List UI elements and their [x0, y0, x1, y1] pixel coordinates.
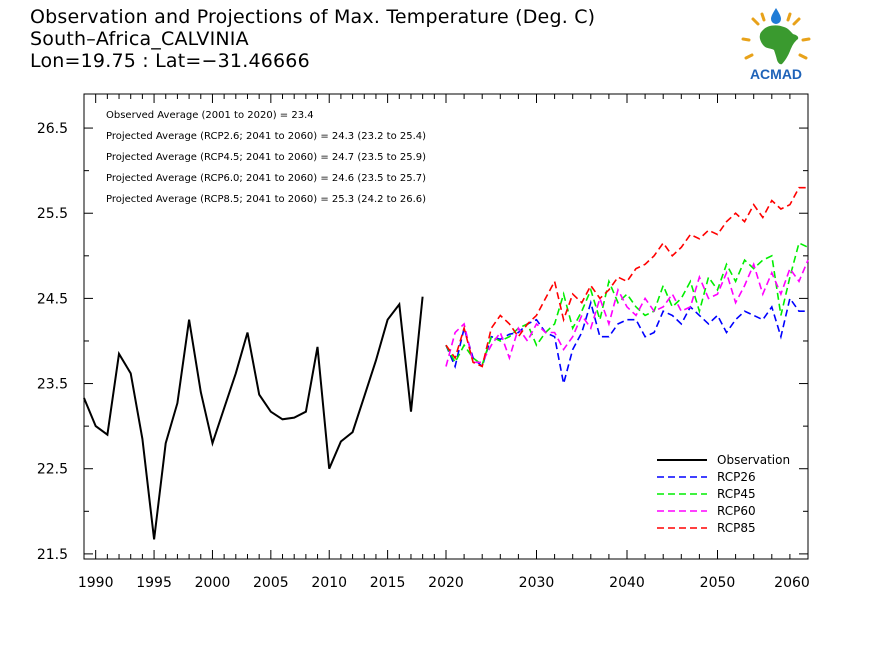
axis-ticks — [84, 94, 809, 559]
x-tick-label: 2030 — [519, 575, 555, 591]
y-tick-label: 24.5 — [37, 291, 68, 307]
legend-label: RCP45 — [717, 487, 756, 501]
x-tick-label: 2010 — [311, 575, 347, 591]
legend-label: RCP60 — [717, 504, 756, 518]
average-annotation: Observed Average (2001 to 2020) = 23.4 — [106, 110, 314, 121]
average-annotation: Projected Average (RCP4.5; 2041 to 2060)… — [106, 152, 426, 163]
x-axis-tick-labels: 1990 1995 2000 2005 2010 2015 2020 2030 2040 2050… — [78, 575, 810, 591]
y-tick-label: 25.5 — [37, 206, 68, 222]
x-tick-label: 2000 — [195, 575, 231, 591]
x-tick-label: 2005 — [253, 575, 289, 591]
plot-area-frame — [83, 93, 809, 560]
legend-label: RCP26 — [717, 470, 756, 484]
average-annotations: Observed Average (2001 to 2020) = 23.4 Pr… — [106, 110, 426, 205]
series-line-rcp60 — [445, 259, 809, 367]
average-annotation: Projected Average (RCP6.0; 2041 to 2060)… — [106, 173, 426, 184]
series-line-rcp85 — [445, 186, 808, 368]
legend-label: Observation — [717, 453, 790, 467]
y-axis-tick-labels: 21.5 22.5 23.5 24.5 25.5 26.5 — [37, 121, 68, 563]
location-coordinates: Lon=19.75 : Lat=−31.46666 — [30, 50, 310, 72]
africa-map-logo-icon — [741, 8, 811, 65]
legend-label: RCP85 — [717, 521, 756, 535]
series-lines — [83, 186, 809, 540]
y-tick-label: 22.5 — [37, 462, 68, 478]
location-name: South–Africa_CALVINIA — [30, 28, 249, 50]
chart-title: Observation and Projections of Max. Temp… — [30, 6, 596, 28]
series-line-rcp26 — [445, 296, 808, 384]
x-tick-label: 1990 — [78, 575, 114, 591]
y-tick-label: 23.5 — [37, 377, 68, 393]
average-annotation: Projected Average (RCP8.5; 2041 to 2060)… — [106, 194, 426, 205]
y-tick-label: 26.5 — [37, 121, 68, 137]
x-tick-label: 2040 — [609, 575, 645, 591]
chart-legend: Observation RCP26 RCP45 RCP60 RCP85 — [657, 453, 790, 535]
x-tick-label: 2015 — [370, 575, 406, 591]
average-annotation: Projected Average (RCP2.6; 2041 to 2060)… — [106, 131, 426, 142]
x-tick-label: 1995 — [136, 575, 172, 591]
series-line-rcp45 — [445, 241, 809, 367]
chart-title-block: Observation and Projections of Max. Temp… — [30, 6, 595, 72]
y-tick-label: 21.5 — [37, 547, 68, 563]
x-tick-label: 2060 — [774, 575, 810, 591]
series-line-observation — [83, 296, 424, 540]
x-tick-label: 2020 — [428, 575, 464, 591]
acmad-logo: ACMAD — [741, 8, 811, 82]
acmad-logo-text: ACMAD — [750, 66, 802, 82]
x-tick-label: 2050 — [700, 575, 736, 591]
